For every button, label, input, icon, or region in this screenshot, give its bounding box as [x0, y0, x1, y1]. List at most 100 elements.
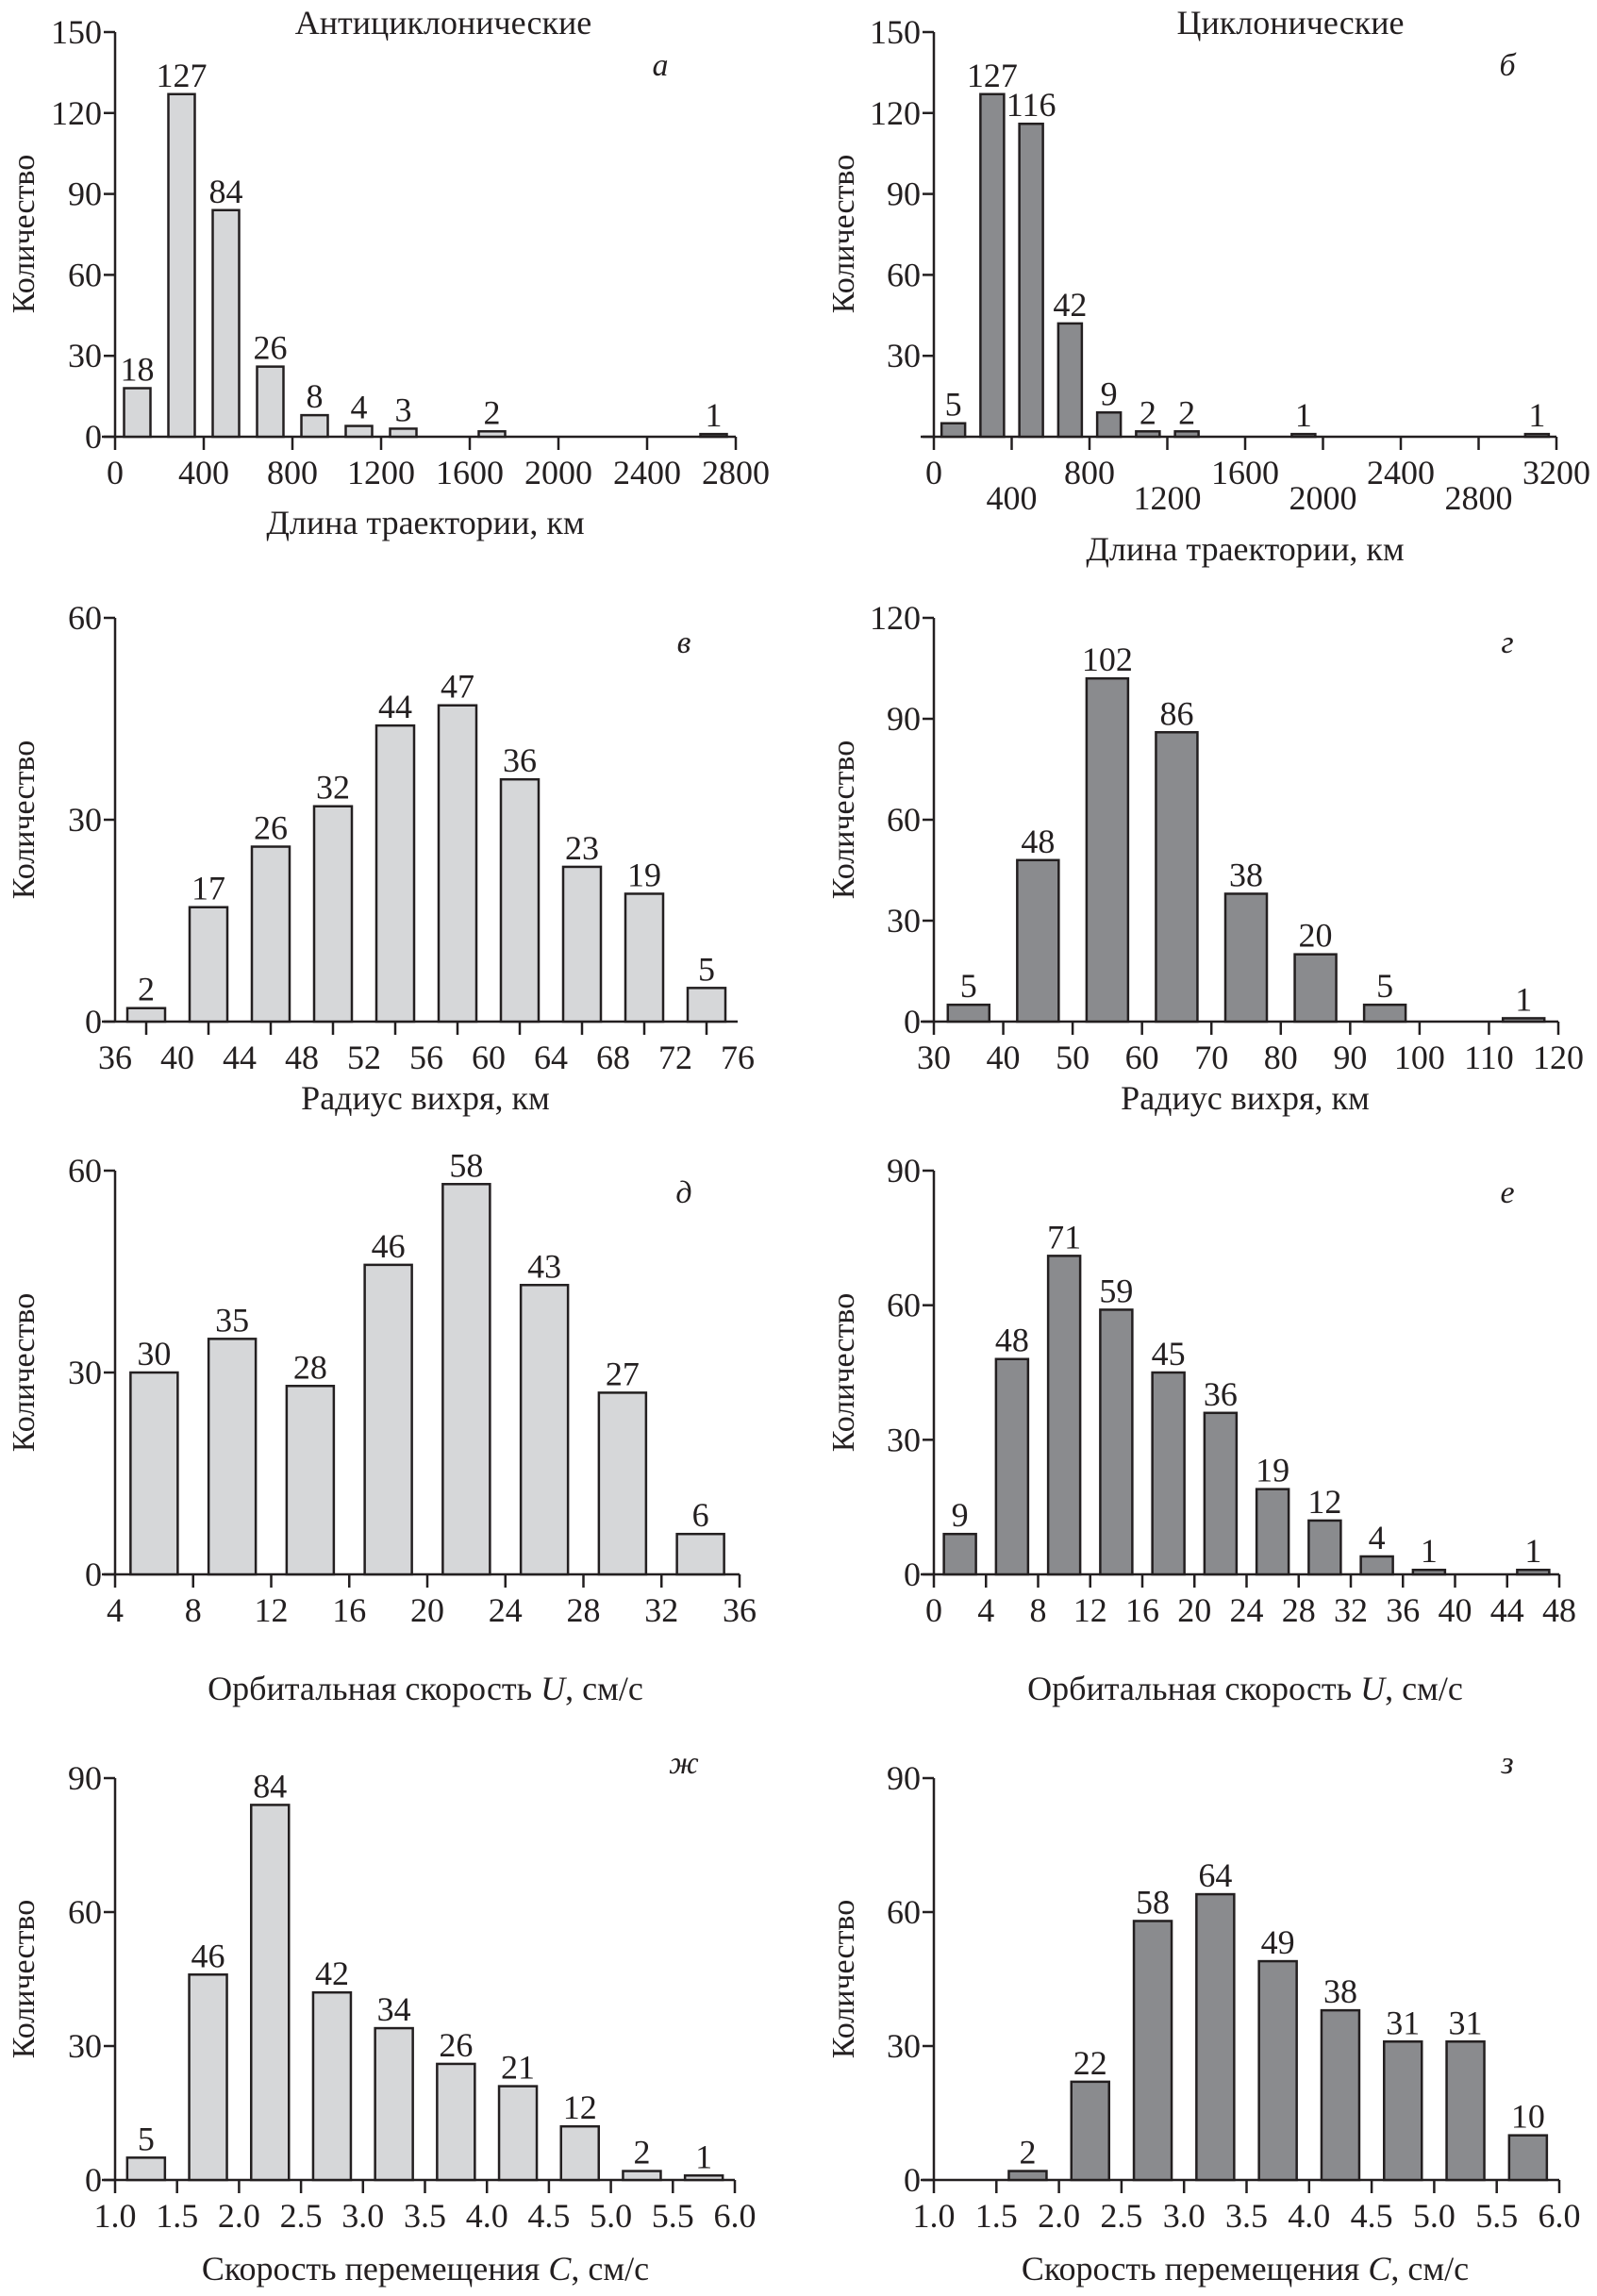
bar [1018, 122, 1044, 439]
x-tick-label: 0 [107, 454, 124, 491]
x-tick-label: 80 [1264, 1039, 1298, 1076]
bar-value-label: 30 [137, 1335, 171, 1373]
bar-value-label: 84 [209, 173, 243, 210]
bar-value-label: 38 [1323, 1972, 1357, 2010]
bar-value-label: 31 [1449, 2004, 1483, 2041]
bar-value-label: 26 [254, 329, 288, 367]
bar [1173, 430, 1200, 439]
x-axis-title-variable: U [541, 1670, 567, 1707]
bar [1383, 2040, 1423, 2182]
y-tick-label: 90 [887, 175, 921, 213]
x-tick-label: 800 [1064, 454, 1115, 491]
x-tick-label: 24 [489, 1591, 523, 1629]
x-tick-label: 3.5 [404, 2197, 446, 2235]
x-tick-label: 12 [255, 1591, 289, 1629]
bar-value-label: 26 [439, 2026, 473, 2064]
x-tick-label: 0 [925, 454, 942, 491]
x-tick-label: 68 [596, 1039, 630, 1076]
bar-value-label: 43 [527, 1247, 561, 1285]
x-tick-label: 2.0 [218, 2197, 260, 2235]
x-tick-label: 4.5 [527, 2197, 570, 2235]
y-tick-label: 90 [68, 1759, 102, 1797]
y-tick-label: 60 [887, 256, 921, 293]
bar-value-label: 47 [441, 668, 474, 706]
x-tick-label: 4 [977, 1591, 994, 1629]
bar [624, 892, 665, 1023]
bar [683, 2174, 724, 2182]
x-tick-label: 48 [285, 1039, 319, 1076]
y-tick-label: 0 [904, 1003, 921, 1040]
y-axis-title: Количество [826, 1900, 861, 2059]
x-axis-title-part: , см/с [1385, 1670, 1463, 1707]
y-tick-label: 90 [887, 1759, 921, 1797]
bar [123, 387, 152, 439]
bar-value-label: 6 [692, 1496, 709, 1534]
x-tick-label: 70 [1194, 1039, 1228, 1076]
bar [1290, 432, 1317, 439]
x-tick-label: 2.5 [1100, 2197, 1142, 2235]
x-axis-title-part: , см/с [565, 1670, 643, 1707]
bar [374, 724, 416, 1023]
y-tick-label: 30 [887, 2027, 921, 2065]
bar [1085, 676, 1130, 1023]
x-tick-label: 24 [1230, 1591, 1264, 1629]
x-tick-label: 1600 [1211, 454, 1279, 491]
bar-value-label: 1 [706, 396, 723, 434]
bar-value-label: 46 [372, 1227, 406, 1265]
x-tick-label: 60 [472, 1039, 506, 1076]
bar-value-label: 8 [307, 377, 324, 415]
bar [285, 1385, 336, 1576]
bar-value-label: 5 [698, 950, 715, 988]
y-tick-label: 60 [68, 256, 102, 293]
x-axis-title: Орбитальная скорость U, см/с [1027, 1670, 1463, 1707]
y-tick-label: 0 [85, 418, 102, 456]
bar-value-label: 42 [315, 1955, 349, 1992]
y-tick-label: 60 [68, 1893, 102, 1931]
x-tick-label: 16 [1125, 1591, 1159, 1629]
bar [1411, 1568, 1447, 1576]
bar [1203, 1411, 1239, 1576]
x-tick-label: 36 [723, 1591, 757, 1629]
bar [312, 805, 354, 1023]
bar-value-label: 10 [1511, 2098, 1545, 2136]
bar [699, 432, 728, 439]
bar-value-label: 42 [1053, 286, 1087, 324]
x-tick-label: 44 [1490, 1591, 1524, 1629]
bar-value-label: 5 [945, 386, 962, 424]
x-tick-label: 36 [1386, 1591, 1420, 1629]
x-tick-label: 1200 [1134, 479, 1202, 517]
y-axis-title: Количество [7, 1900, 42, 2059]
bar-value-label: 2 [1178, 393, 1195, 431]
bar-value-label: 48 [995, 1322, 1029, 1359]
x-tick-label: 32 [1334, 1591, 1368, 1629]
bar-value-label: 71 [1047, 1218, 1081, 1256]
x-tick-label: 32 [644, 1591, 678, 1629]
x-axis-title-variable: U [1360, 1670, 1387, 1707]
bar-value-label: 38 [1229, 856, 1263, 893]
bar-value-label: 5 [960, 967, 977, 1005]
x-tick-label: 0 [925, 1591, 942, 1629]
y-tick-label: 0 [904, 1556, 921, 1593]
bar [1132, 1920, 1173, 2182]
panel-letter: а [653, 48, 669, 83]
bar-value-label: 4 [351, 389, 368, 426]
bar [1255, 1488, 1290, 1576]
y-tick-label: 30 [887, 902, 921, 940]
bar [940, 422, 967, 439]
x-tick-label: 5.0 [590, 2197, 632, 2235]
panel-letter: г [1501, 625, 1513, 660]
bar-value-label: 58 [1136, 1883, 1170, 1921]
bar [1257, 1959, 1298, 2182]
x-tick-label: 1200 [347, 454, 415, 491]
bar [188, 1973, 228, 2182]
panel-zh: 0 30 60 90 1.0 1.5 2.0 2.5 3.0 3.5 4.0 4.5 5.0 5.5 6.0… [7, 1746, 757, 2288]
x-tick-label: 52 [347, 1039, 381, 1076]
x-tick-label: 30 [917, 1039, 951, 1076]
bar [389, 427, 418, 439]
panel-letter: е [1500, 1175, 1514, 1210]
x-tick-label: 4 [107, 1591, 124, 1629]
x-tick-label: 6.0 [1539, 2197, 1581, 2235]
y-axis-title: Количество [826, 155, 861, 314]
